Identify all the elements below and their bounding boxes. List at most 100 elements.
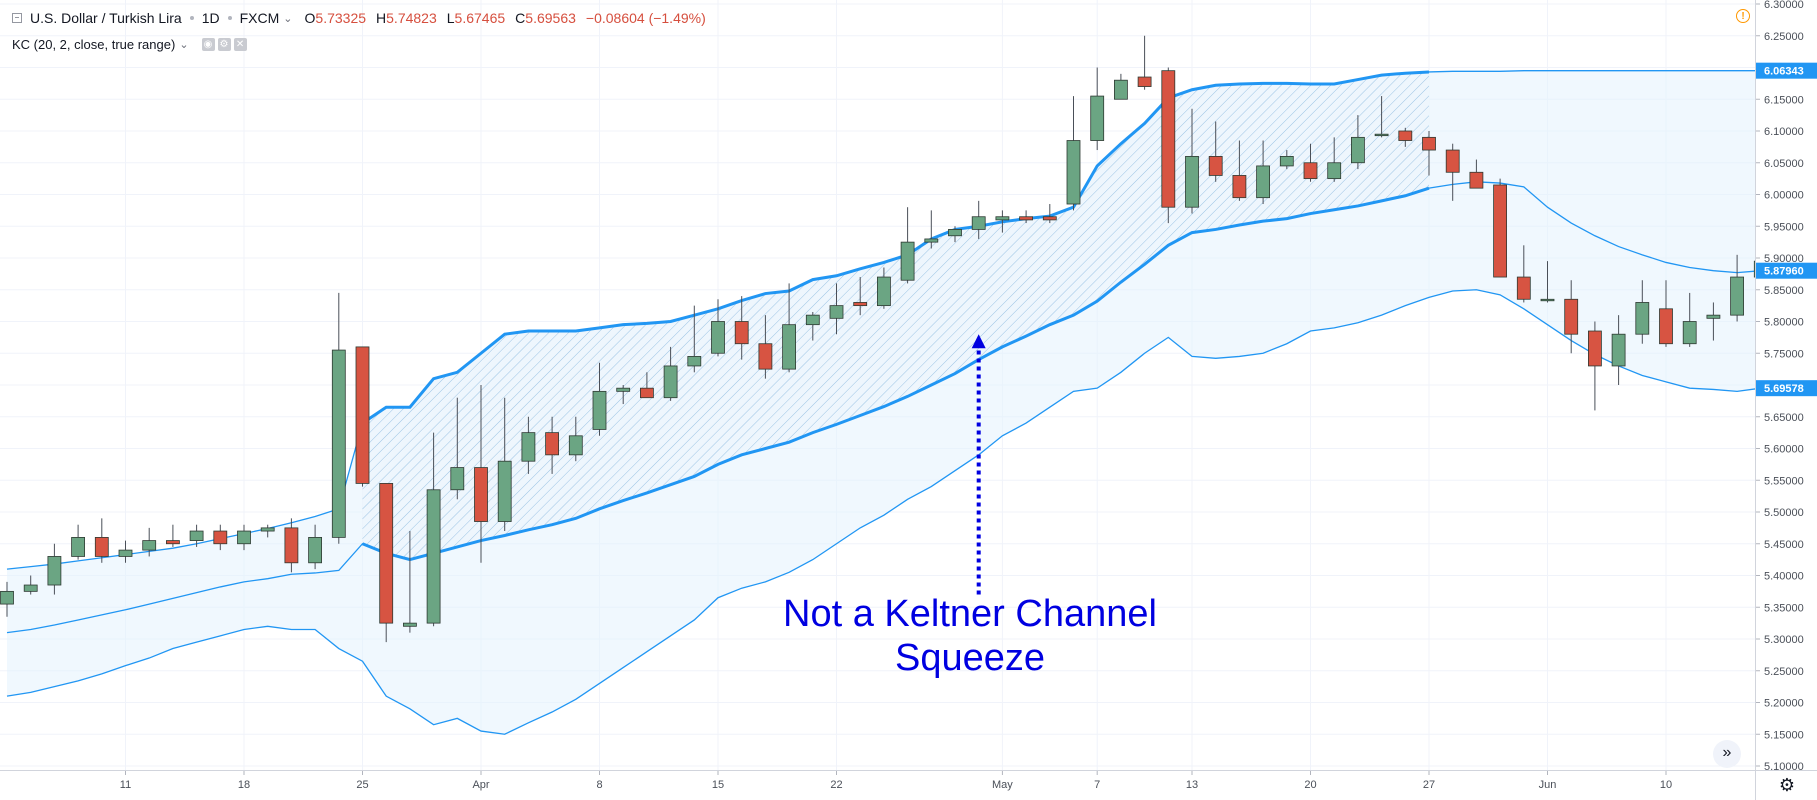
gear-icon[interactable]: ⚙ [217, 38, 231, 51]
candle-body [474, 467, 488, 522]
candle [877, 267, 891, 309]
axis-corner: ⚙ [1755, 770, 1817, 800]
time-tick-label: 20 [1304, 779, 1316, 791]
price-tick-label: 5.50000 [1764, 507, 1804, 519]
price-tick-label: 6.00000 [1764, 190, 1804, 202]
candle-body [948, 229, 962, 237]
price-tick-label: 5.95000 [1764, 221, 1804, 233]
candle-body [616, 387, 631, 392]
collapse-legend-icon[interactable] [12, 13, 22, 23]
open-key: O [304, 10, 316, 26]
candle [616, 385, 631, 405]
candle-body [1351, 136, 1365, 164]
candle-body [1161, 70, 1176, 208]
candle-body [1540, 298, 1555, 302]
candle-body [426, 489, 441, 624]
time-axis[interactable]: 11 18 25 Apr 8 15 22 May 7 13 20 27 Jun 10 [0, 770, 1755, 800]
candle [924, 210, 939, 249]
candle [592, 362, 607, 436]
interval-label[interactable]: 1D [201, 10, 220, 26]
candle-body [1042, 216, 1057, 221]
time-tick-label: 13 [1186, 779, 1198, 791]
candle [1540, 261, 1555, 303]
candle-body [1611, 333, 1626, 367]
price-tick-label: 6.25000 [1764, 31, 1804, 43]
candle-body [687, 356, 702, 367]
candle-body [94, 537, 109, 557]
candle [189, 524, 204, 547]
candle-body [758, 343, 773, 370]
candle-body [0, 590, 14, 605]
series-line-upper-bold [361, 70, 1430, 425]
candle-body [1753, 260, 1755, 278]
change-value: −0.08604 (−1.49%) [585, 10, 706, 26]
low-value: 5.67465 [454, 10, 506, 26]
candle-body [165, 540, 180, 545]
candle [1469, 159, 1484, 189]
candle-body [237, 530, 251, 545]
candle [545, 416, 559, 474]
candle [426, 432, 441, 627]
candle-body [142, 540, 157, 551]
candle-body [900, 241, 915, 281]
close-icon[interactable]: ✕ [233, 38, 247, 51]
price-axis[interactable]: 5.10000 5.15000 5.20000 5.25000 5.30000 5.350… [1755, 0, 1817, 770]
candle [711, 299, 725, 357]
candle [1516, 245, 1531, 303]
price-tick-label: 6.30000 [1764, 0, 1804, 11]
annotation-text: Not a Keltner Channel Squeeze [700, 592, 1240, 680]
time-tick-label: 8 [596, 779, 602, 791]
candle [1588, 321, 1602, 411]
candle-body [379, 483, 394, 624]
price-label-middle: 5.87960 [1764, 266, 1804, 278]
price-tick-label: 5.30000 [1764, 634, 1804, 646]
candle [1635, 280, 1650, 344]
price-tick-label: 5.85000 [1764, 285, 1804, 297]
price-tick-label: 5.80000 [1764, 317, 1804, 329]
chevron-down-icon[interactable]: ⌄ [179, 39, 189, 51]
candle [260, 524, 275, 538]
candle-body [118, 549, 133, 557]
candle [450, 397, 465, 500]
candle-body [568, 435, 583, 456]
candle-body [734, 321, 749, 345]
price-tick-label: 5.25000 [1764, 666, 1804, 678]
candle [1208, 121, 1223, 182]
scroll-right-icon[interactable]: » [1713, 740, 1741, 768]
candle-body [71, 537, 85, 557]
price-tick-label: 5.90000 [1764, 253, 1804, 265]
candle-body [1564, 298, 1579, 335]
candle [1279, 150, 1294, 170]
candle [1303, 143, 1318, 182]
candle [402, 531, 417, 633]
alert-icon[interactable]: ! [1736, 9, 1750, 23]
candle-body [1114, 79, 1128, 100]
candle [165, 524, 180, 547]
eye-icon[interactable]: ◉ [201, 38, 215, 51]
candle [829, 283, 844, 335]
candle [1374, 96, 1389, 138]
price-tick-label: 5.65000 [1764, 412, 1804, 424]
candle-body [663, 365, 678, 399]
candle [379, 483, 394, 643]
candle-body [1185, 155, 1199, 208]
candle-body [1232, 175, 1247, 199]
separator-dot [227, 16, 232, 20]
candle [734, 296, 749, 360]
candle-body [1398, 130, 1413, 141]
candle [1114, 73, 1128, 100]
candlestick-chart[interactable] [0, 0, 1755, 770]
annotation-arrow-head [971, 334, 986, 349]
candle-body [402, 622, 417, 627]
gear-icon[interactable]: ⚙ [1778, 775, 1796, 795]
time-tick-label: 25 [356, 779, 368, 791]
candle [521, 416, 536, 474]
indicator-label[interactable]: KC (20, 2, close, true range) [12, 37, 176, 52]
candle-body [1066, 140, 1081, 205]
symbol-name[interactable]: U.S. Dollar / Turkish Lira [30, 10, 182, 26]
candle-body [497, 460, 512, 522]
candle-body [1303, 162, 1318, 180]
chevron-down-icon[interactable]: ⌄ [283, 12, 293, 25]
candle [995, 210, 1010, 233]
